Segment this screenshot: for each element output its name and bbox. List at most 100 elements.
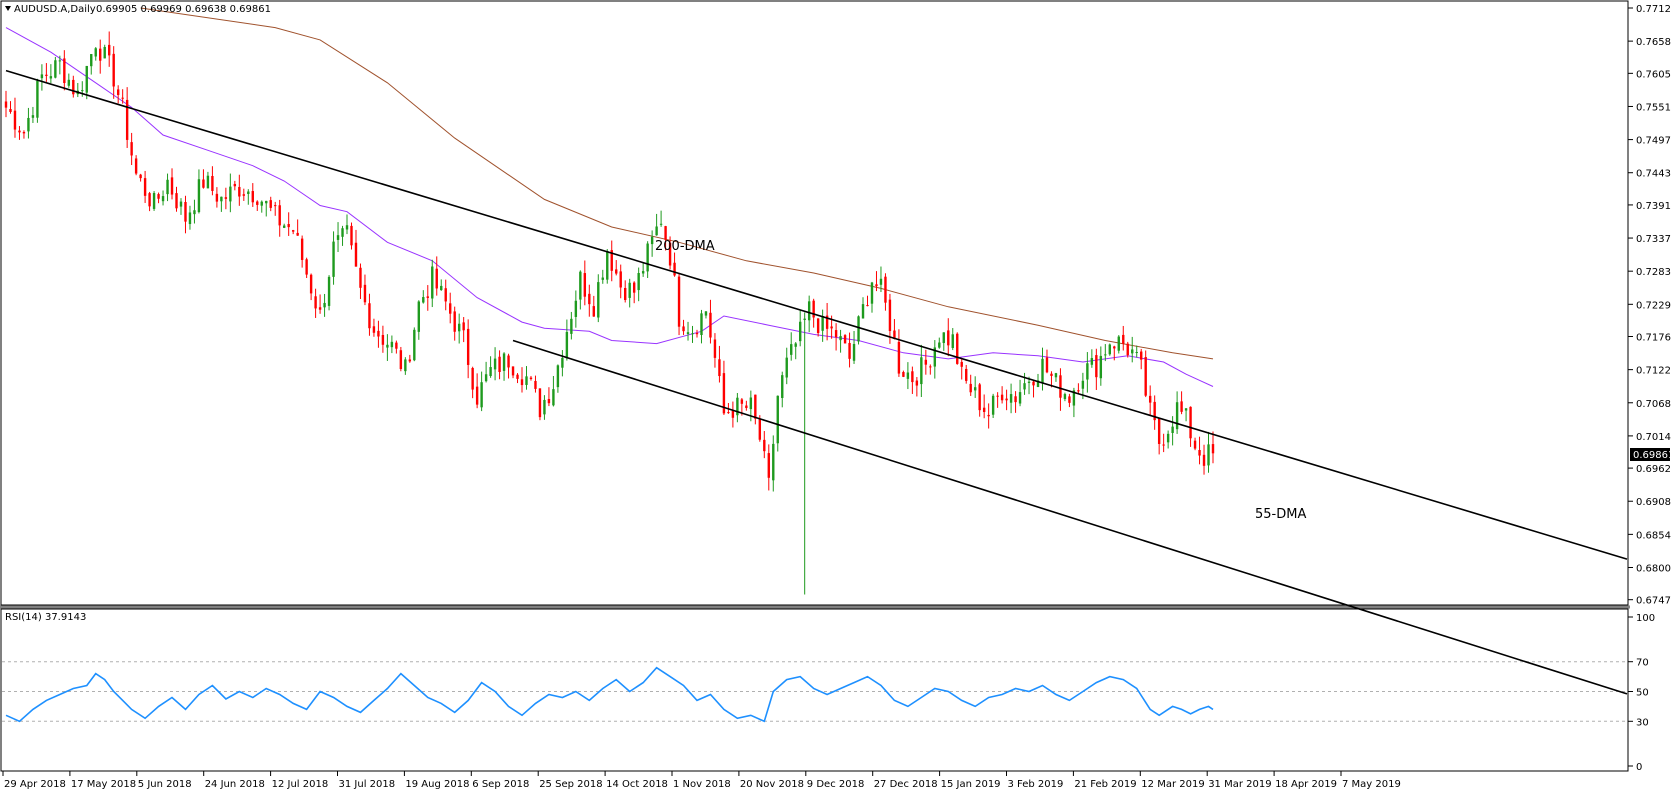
candle-body <box>327 276 331 306</box>
candle-body <box>709 312 712 338</box>
rsi-tick-label: 50 <box>1636 688 1649 699</box>
candle-body <box>318 307 322 310</box>
time-tick-label: 19 Aug 2018 <box>405 779 469 790</box>
candle-body <box>188 212 192 225</box>
time-tick-label: 27 Dec 2018 <box>874 779 938 790</box>
price-tick-label: 0.71225 <box>1636 366 1671 377</box>
candle-body <box>49 76 53 79</box>
candle-body <box>480 382 483 408</box>
candle-body <box>1000 394 1004 401</box>
candle-body <box>929 366 932 368</box>
candle-body <box>413 329 416 361</box>
candle-body <box>354 242 358 267</box>
rsi-header: RSI(14) 37.9143 <box>5 612 86 623</box>
candle-body <box>422 297 425 303</box>
candle-body <box>1009 394 1013 403</box>
candle-body <box>816 318 820 334</box>
price-tick-label: 0.74435 <box>1636 169 1671 180</box>
candle-body <box>933 347 937 367</box>
candle-body <box>956 333 959 364</box>
candle-body <box>830 326 833 329</box>
candle-body <box>673 262 676 276</box>
rsi-line <box>5 666 1214 723</box>
candle-body <box>879 278 883 285</box>
candle-body <box>987 414 990 417</box>
candle-body <box>462 322 465 331</box>
candle-body <box>323 302 326 308</box>
candle-body <box>682 326 685 332</box>
candle-body <box>256 201 259 205</box>
candle-body <box>1144 357 1147 396</box>
candle-body <box>543 399 546 415</box>
candle-body <box>1063 394 1067 400</box>
candle-body <box>1180 401 1183 412</box>
candle-body <box>749 397 753 410</box>
time-tick-label: 7 May 2019 <box>1342 779 1401 790</box>
candle-body <box>570 318 573 334</box>
candle-body <box>736 397 739 416</box>
candle-body <box>727 412 730 414</box>
candle-body <box>417 301 421 332</box>
candle-body <box>834 330 838 338</box>
candle-body <box>556 365 560 388</box>
candle-body <box>220 196 223 202</box>
candle-body <box>1113 346 1116 349</box>
candle-body <box>767 453 770 478</box>
candle-body <box>852 343 856 361</box>
time-tick-label: 20 Nov 2018 <box>740 779 804 790</box>
candle-body <box>170 177 174 195</box>
candle-body <box>1211 444 1215 454</box>
candle-body <box>942 332 945 344</box>
channel-layer <box>5 69 1628 695</box>
candle-body <box>1077 390 1080 392</box>
candle-body <box>1122 334 1125 344</box>
rsi-tick-label: 0 <box>1636 762 1642 773</box>
symbol-header: AUDUSD.A,Daily <box>14 4 96 15</box>
candle-body <box>296 232 299 236</box>
candle-body <box>13 110 17 130</box>
candle-body <box>547 398 551 404</box>
current-price-label: 0.69861 <box>1633 450 1671 461</box>
price-tick-label: 0.74975 <box>1636 136 1671 147</box>
candle-body <box>291 230 295 232</box>
candle-body <box>197 179 201 213</box>
candle-body <box>206 175 210 189</box>
candle-body <box>269 200 272 208</box>
price-tick-label: 0.70145 <box>1636 432 1671 443</box>
candle-body <box>81 90 84 92</box>
candle-body <box>247 191 250 194</box>
candle-body <box>807 301 811 321</box>
candle-body <box>906 372 910 379</box>
candle-body <box>1090 358 1094 365</box>
candle-body <box>1157 418 1161 444</box>
candle-body <box>722 373 726 414</box>
candle-body <box>1162 444 1165 446</box>
candle-body <box>700 313 703 336</box>
candle-body <box>121 97 124 99</box>
candle-body <box>875 284 878 287</box>
candle-body <box>94 48 97 57</box>
candle-body <box>1045 357 1049 373</box>
candle-body <box>471 368 474 390</box>
time-tick-label: 21 Feb 2019 <box>1074 779 1136 790</box>
candle-body <box>22 131 26 134</box>
candle-body <box>108 44 111 56</box>
candle-body <box>1193 440 1197 449</box>
candle-body <box>1166 433 1170 443</box>
candle-body <box>90 54 93 67</box>
header-triangle-icon <box>5 6 11 11</box>
candle-body <box>803 318 806 320</box>
candle-body <box>655 226 658 236</box>
price-tick-label: 0.71765 <box>1636 333 1671 344</box>
candle-body <box>134 158 138 174</box>
candle-body <box>704 311 708 316</box>
candle-body <box>893 330 896 340</box>
candle-body <box>758 418 762 440</box>
candle-body <box>1207 444 1210 466</box>
candle-body <box>45 74 48 76</box>
